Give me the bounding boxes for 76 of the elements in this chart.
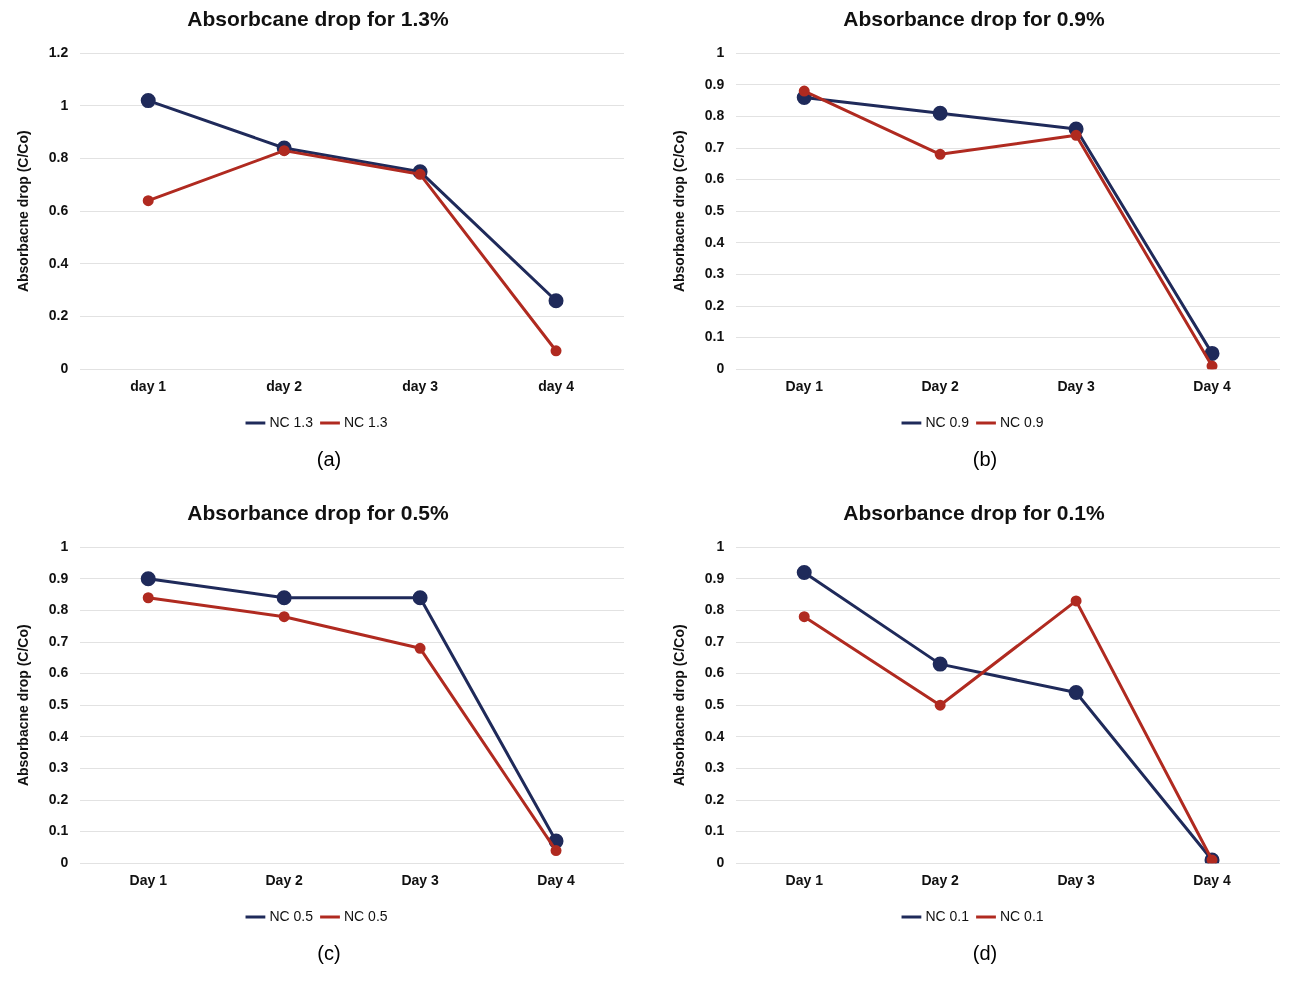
x-tick-label: Day 3	[1057, 378, 1095, 395]
x-tick-label: Day 1	[785, 872, 824, 889]
y-tick-label: 0.5	[48, 696, 69, 713]
y-tick-label: 1	[716, 44, 725, 61]
y-tick-label: 0.6	[48, 664, 69, 681]
y-tick-label: 0.1	[704, 822, 725, 839]
text: (a)	[315, 448, 343, 471]
chart-title: Absorbcane drop for 1.3%	[187, 7, 450, 31]
y-axis-title: Absorbacne drop (C/Co)	[15, 624, 32, 787]
y-axis-title: Absorbacne drop (C/Co)	[671, 130, 688, 293]
y-tick-label: 0.4	[48, 254, 69, 271]
y-tick-label: 1	[60, 538, 69, 555]
y-tick-label: 0.7	[704, 632, 725, 649]
x-tick-label: day 3	[402, 378, 439, 395]
y-tick-label: 0.4	[704, 727, 725, 744]
y-tick-label: 0.2	[48, 790, 69, 807]
y-tick-label: 0.3	[704, 759, 725, 776]
y-tick-label: 0.7	[704, 138, 725, 155]
y-tick-label: 0.8	[704, 601, 725, 618]
legend-label: NC 0.9	[1000, 413, 1044, 430]
legend-label: NC 0.5	[344, 907, 388, 924]
legend-label: NC 0.1	[1000, 907, 1044, 924]
x-tick-label: Day 4	[537, 872, 575, 889]
x-tick-label: Day 2	[921, 378, 960, 395]
chart-title: Absorbance drop for 0.9%	[843, 7, 1106, 31]
text: (b)	[971, 448, 999, 471]
y-tick-label: 0.2	[48, 307, 69, 324]
y-axis-title: Absorbacne drop (C/Co)	[15, 130, 32, 293]
y-tick-label: 0.6	[48, 202, 69, 219]
legend-label: NC 1.3	[269, 413, 314, 430]
y-tick-label: 0.9	[48, 569, 69, 586]
y-tick-label: 0.1	[704, 328, 725, 345]
y-tick-label: 0.5	[704, 696, 725, 713]
y-tick-label: 0	[716, 854, 725, 871]
y-tick-label: 0	[60, 854, 69, 871]
x-tick-label: Day 2	[921, 872, 960, 889]
x-tick-label: Day 3	[1057, 872, 1095, 889]
legend-label: NC 1.3	[344, 413, 388, 430]
x-tick-label: Day 4	[1193, 378, 1231, 395]
y-tick-label: 0.6	[704, 664, 725, 681]
y-tick-label: 0.3	[48, 759, 69, 776]
y-tick-label: 0.9	[704, 75, 725, 92]
text: (d)	[971, 942, 999, 965]
x-tick-label: Day 3	[401, 872, 439, 889]
text: (c)	[316, 942, 342, 965]
x-tick-label: day 2	[266, 378, 303, 395]
y-tick-label: 0.5	[704, 202, 725, 219]
legend-label: NC 0.5	[269, 907, 314, 924]
y-tick-label: 0.4	[704, 233, 725, 250]
y-tick-label: 0.7	[48, 632, 69, 649]
x-tick-label: Day 4	[1193, 872, 1231, 889]
y-tick-label: 0.1	[48, 822, 69, 839]
y-tick-label: 0	[716, 360, 725, 377]
y-tick-label: 0.8	[48, 149, 69, 166]
y-tick-label: 0.2	[704, 790, 725, 807]
y-tick-label: 0.9	[704, 569, 725, 586]
y-tick-label: 0.8	[48, 601, 69, 618]
y-tick-label: 0.6	[704, 170, 725, 187]
x-tick-label: day 1	[130, 378, 167, 395]
legend-label: NC 0.1	[925, 907, 970, 924]
y-tick-label: 1	[60, 96, 69, 113]
chart-title: Absorbance drop for 0.5%	[187, 501, 450, 525]
x-tick-label: Day 1	[129, 872, 168, 889]
y-tick-label: 1	[716, 538, 725, 555]
y-tick-label: 1.2	[48, 44, 69, 61]
x-tick-label: Day 1	[785, 378, 824, 395]
y-tick-label: 0	[60, 360, 69, 377]
x-tick-label: Day 2	[265, 872, 304, 889]
x-tick-label: day 4	[538, 378, 575, 395]
legend-label: NC 0.9	[925, 413, 970, 430]
y-tick-label: 0.3	[704, 265, 725, 282]
y-axis-title: Absorbacne drop (C/Co)	[671, 624, 688, 787]
y-tick-label: 0.2	[704, 296, 725, 313]
y-tick-label: 0.8	[704, 107, 725, 124]
y-tick-label: 0.4	[48, 727, 69, 744]
chart-title: Absorbance drop for 0.1%	[843, 501, 1106, 525]
